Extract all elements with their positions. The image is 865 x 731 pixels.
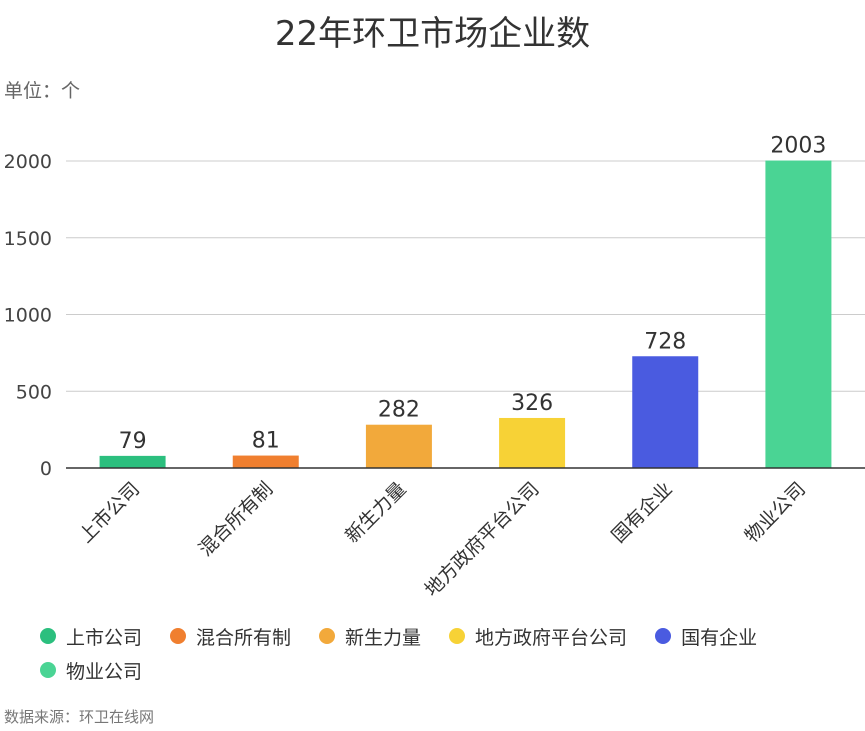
bar xyxy=(99,455,166,468)
legend-label: 地方政府平台公司 xyxy=(475,626,628,649)
unit-label: 单位：个 xyxy=(4,80,81,102)
bar-value-label: 81 xyxy=(252,429,280,454)
data-source: 数据来源：环卫在线网 xyxy=(4,708,155,726)
legend-swatch xyxy=(655,628,672,644)
y-tick-label: 0 xyxy=(40,458,52,480)
chart-title: 22年环卫市场企业数 xyxy=(274,14,591,54)
x-tick-label: 混合所有制 xyxy=(195,478,278,561)
legend-label: 国有企业 xyxy=(681,626,758,649)
legend-swatch xyxy=(40,628,56,644)
bar-value-label: 282 xyxy=(378,398,420,423)
legend-item: 地方政府平台公司 xyxy=(449,622,627,650)
legend: 上市公司 混合所有制 新生力量 地方政府平台公司 国有企业物业公司 xyxy=(40,622,860,684)
y-tick-label: 2000 xyxy=(4,151,52,173)
legend-label: 物业公司 xyxy=(66,660,143,683)
bar xyxy=(499,417,566,468)
legend-item: 新生力量 xyxy=(319,622,421,650)
legend-swatch xyxy=(170,628,187,644)
legend-label: 上市公司 xyxy=(66,626,143,649)
legend-item: 上市公司 xyxy=(40,622,142,650)
bar-value-label: 79 xyxy=(119,429,147,454)
x-tick-label: 地方政府平台公司 xyxy=(421,478,544,601)
legend-label: 混合所有制 xyxy=(196,626,292,649)
legend-swatch xyxy=(449,628,466,644)
bar-value-label: 728 xyxy=(644,329,686,354)
bar-value-label: 326 xyxy=(511,391,553,416)
legend-item: 混合所有制 xyxy=(170,622,291,650)
bar xyxy=(765,160,832,469)
legend-label: 新生力量 xyxy=(345,626,422,649)
x-tick-label: 新生力量 xyxy=(341,478,410,547)
bar xyxy=(232,455,299,468)
bar-value-label: 2003 xyxy=(770,134,826,159)
x-tick-label: 物业公司 xyxy=(741,478,810,547)
y-tick-label: 1500 xyxy=(4,228,52,250)
legend-item: 物业公司 xyxy=(40,656,142,684)
x-tick-label: 上市公司 xyxy=(75,478,144,547)
legend-item: 国有企业 xyxy=(655,622,757,650)
bar-chart: 0 500 1000 1500 2000 79 上市公司 81 混合所有制 282 新生力量 326 地… xyxy=(4,134,865,601)
bar xyxy=(365,424,432,468)
y-tick-label: 500 xyxy=(16,381,52,403)
legend-swatch xyxy=(319,628,336,644)
y-tick-label: 1000 xyxy=(4,305,52,327)
x-tick-label: 国有企业 xyxy=(607,478,676,547)
legend-swatch xyxy=(40,662,56,678)
bar xyxy=(632,356,699,468)
